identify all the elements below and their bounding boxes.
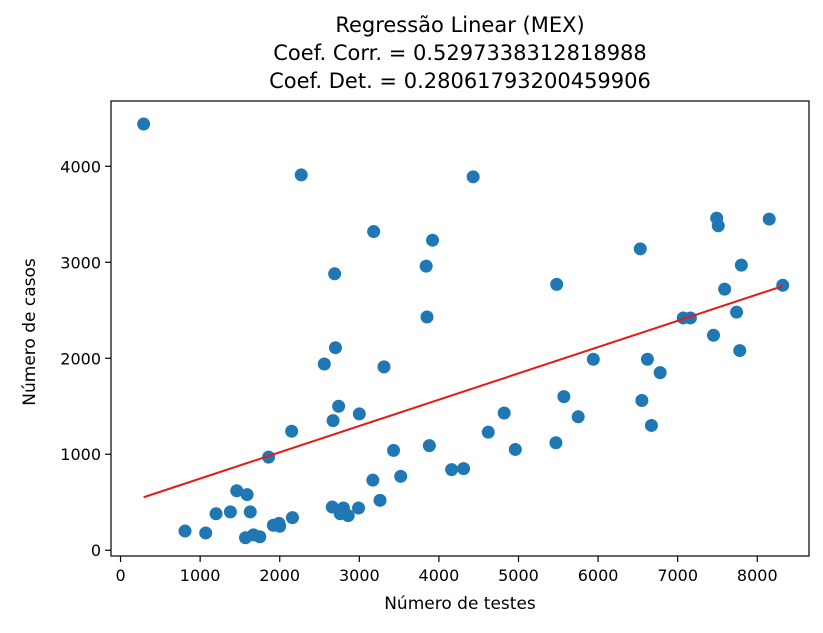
data-point	[328, 341, 342, 355]
y-tick-label: 2000	[60, 349, 101, 368]
axis-ticks: 0 1000 2000 3000 4000 5000 6000 7000 8000 0 1000 20…	[60, 157, 777, 585]
data-point	[549, 436, 563, 450]
data-point	[497, 406, 511, 420]
x-tick-label: 0	[115, 566, 125, 585]
plot-frame	[110, 100, 810, 557]
data-point	[586, 352, 600, 366]
y-tick-label: 0	[91, 541, 101, 560]
data-point	[332, 399, 346, 413]
data-point	[326, 414, 340, 428]
data-point	[178, 524, 192, 538]
chart-title-line-3: Coef. Det. = 0.28061793200459906	[269, 69, 651, 93]
data-point	[419, 259, 433, 273]
data-point	[644, 418, 658, 432]
x-tick-label: 4000	[419, 566, 460, 585]
x-tick-label: 1000	[180, 566, 221, 585]
data-point	[377, 360, 391, 374]
data-point	[387, 443, 401, 457]
data-point	[240, 488, 254, 502]
data-point	[445, 463, 459, 477]
data-point	[635, 393, 649, 407]
x-axis-label: Número de testes	[384, 594, 536, 614]
data-point	[762, 212, 776, 226]
data-point	[733, 344, 747, 358]
data-point	[294, 168, 308, 182]
data-point	[352, 501, 366, 515]
data-point	[328, 267, 342, 281]
data-point	[394, 469, 408, 483]
data-point	[730, 305, 744, 319]
data-point	[776, 278, 790, 292]
x-tick-label: 5000	[498, 566, 539, 585]
data-point	[718, 282, 732, 296]
data-point	[550, 277, 564, 291]
data-point	[239, 531, 253, 545]
data-point	[571, 410, 585, 424]
x-tick-label: 7000	[657, 566, 698, 585]
data-point	[706, 328, 720, 342]
regression-line-group	[143, 285, 784, 499]
data-point	[366, 473, 380, 487]
data-point	[711, 219, 725, 233]
y-axis-label: Número de casos	[20, 258, 40, 406]
data-point	[341, 509, 355, 523]
regression-line	[143, 285, 784, 499]
data-point	[285, 424, 299, 438]
x-tick-label: 8000	[737, 566, 778, 585]
data-point	[230, 484, 244, 498]
data-point	[199, 526, 213, 540]
data-point	[734, 258, 748, 272]
y-tick-label: 1000	[60, 445, 101, 464]
chart-title-line-1: Regressão Linear (MEX)	[335, 13, 585, 37]
data-point	[457, 462, 471, 476]
y-tick-label: 3000	[60, 253, 101, 272]
data-point	[508, 442, 522, 456]
x-tick-label: 6000	[578, 566, 619, 585]
data-point	[422, 439, 436, 453]
data-point	[466, 170, 480, 184]
x-tick-label: 2000	[259, 566, 300, 585]
x-tick-label: 3000	[339, 566, 380, 585]
data-point	[352, 407, 366, 421]
data-point	[317, 357, 331, 371]
data-point	[273, 519, 287, 533]
data-point	[640, 352, 654, 366]
data-point	[243, 505, 257, 519]
data-point	[209, 507, 223, 521]
data-point	[633, 242, 647, 256]
data-point	[137, 117, 151, 131]
data-points	[137, 117, 790, 545]
data-point	[481, 425, 495, 439]
data-point	[367, 225, 381, 239]
data-point	[420, 310, 434, 324]
data-point	[285, 511, 299, 525]
data-point	[653, 366, 667, 380]
data-point	[253, 530, 267, 544]
data-point	[426, 233, 440, 247]
chart-title-line-2: Coef. Corr. = 0.5297338312818988	[273, 41, 647, 65]
y-tick-label: 4000	[60, 157, 101, 176]
data-point	[373, 493, 387, 507]
data-point	[557, 390, 571, 404]
data-point	[223, 505, 237, 519]
